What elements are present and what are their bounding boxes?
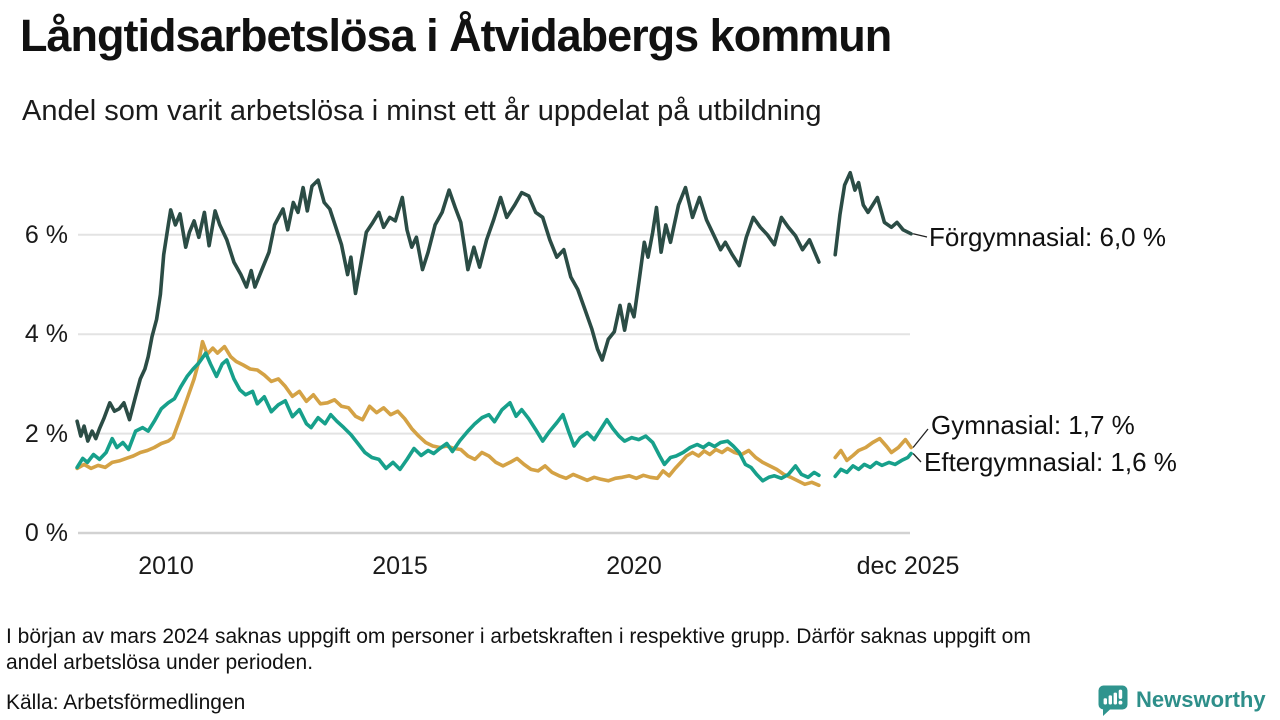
footnote-line-2: andel arbetslösa under perioden.: [6, 651, 314, 674]
series-end-label-gymnasial: Gymnasial: 1,7 %: [931, 410, 1135, 440]
series-line-eftergymnasial: [75, 351, 821, 483]
x-axis-tick-dec-2025: dec 2025: [856, 552, 960, 580]
source-attribution: Källa: Arbetsförmedlingen: [6, 691, 246, 714]
series-end-label-eftergymnasial: Eftergymnasial: 1,6 %: [924, 447, 1177, 477]
y-axis-tick-2: 2 %: [24, 420, 68, 448]
series-end-label-forgymnasial: Förgymnasial: 6,0 %: [929, 222, 1166, 252]
series-line-gymnasial: [75, 339, 821, 488]
series-line-gymnasial: [833, 436, 913, 463]
series-line-förgymnasial: [833, 170, 913, 257]
y-axis-tick-6: 6 %: [24, 221, 68, 249]
newsworthy-branding: Newsworthy: [1098, 684, 1266, 716]
x-axis-tick-2015: 2015: [372, 552, 428, 580]
newsworthy-logo-icon: [1098, 685, 1128, 716]
page-title: Långtidsarbetslösa i Åtvidabergs kommun: [20, 10, 892, 61]
footnote-line-1: I början av mars 2024 saknas uppgift om …: [6, 625, 1031, 648]
leader-line-gymnasial: [912, 428, 929, 448]
chart-subtitle: Andel som varit arbetslösa i minst ett å…: [22, 95, 822, 127]
series-line-förgymnasial: [75, 178, 821, 443]
y-axis-tick-4: 4 %: [24, 320, 68, 348]
y-axis-tick-0: 0 %: [24, 519, 68, 547]
x-axis-tick-2010: 2010: [138, 552, 194, 580]
series-line-eftergymnasial: [833, 451, 913, 479]
leader-line-förgymnasial: [912, 233, 928, 238]
leader-line-eftergymnasial: [912, 453, 922, 463]
newsworthy-logo-text: Newsworthy: [1136, 687, 1266, 712]
x-axis-tick-2020: 2020: [606, 552, 662, 580]
